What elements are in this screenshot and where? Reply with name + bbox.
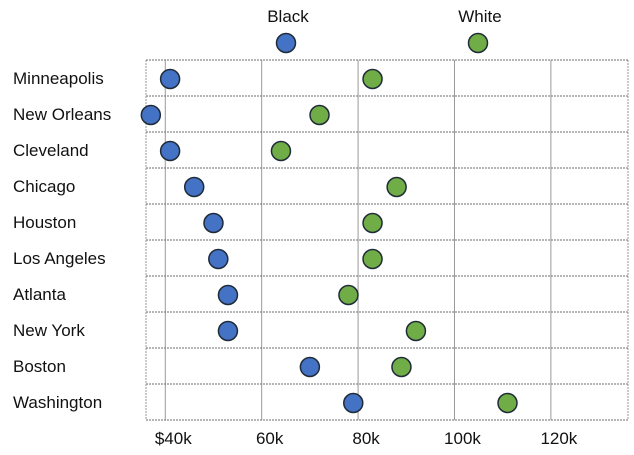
category-label: Washington [13,393,102,412]
data-point [338,284,359,306]
data-point [362,68,383,90]
legend: Black White [267,7,502,54]
data-point [391,356,412,378]
legend-label: Black [267,7,309,26]
category-label: Houston [13,213,76,232]
category-label: Chicago [13,177,75,196]
x-tick-label: 80k [352,429,380,448]
data-point [299,356,321,378]
data-point [362,212,383,234]
data-point [159,140,181,162]
data-point [208,248,229,270]
data-point [159,68,181,90]
data-points [140,68,518,414]
legend-marker [467,32,489,54]
category-label: Atlanta [13,285,66,304]
category-label: New York [13,321,85,340]
data-point [362,248,383,270]
x-tick-labels: $40k 60k 80k 100k 120k [155,429,578,448]
x-tick-label: 100k [444,429,481,448]
x-tick-label: 120k [540,429,577,448]
data-point [309,104,330,126]
x-tick-label: $40k [155,429,192,448]
data-point [343,392,364,414]
data-point [386,176,407,198]
data-point [183,176,205,198]
data-point [217,284,239,306]
category-label: Minneapolis [13,69,104,88]
data-point [140,104,162,126]
grid [145,59,629,421]
data-point [203,212,224,234]
category-label: Boston [13,357,66,376]
category-label: Cleveland [13,141,89,160]
category-label: New Orleans [13,105,111,124]
data-point [497,392,518,414]
data-point [217,320,239,342]
legend-marker [275,32,297,54]
data-point [270,140,292,162]
category-label: Los Angeles [13,249,106,268]
x-tick-label: 60k [256,429,284,448]
category-labels: Minneapolis New Orleans Cleveland Chicago Ho… [13,69,111,412]
data-point [405,320,427,342]
legend-label: White [458,7,501,26]
